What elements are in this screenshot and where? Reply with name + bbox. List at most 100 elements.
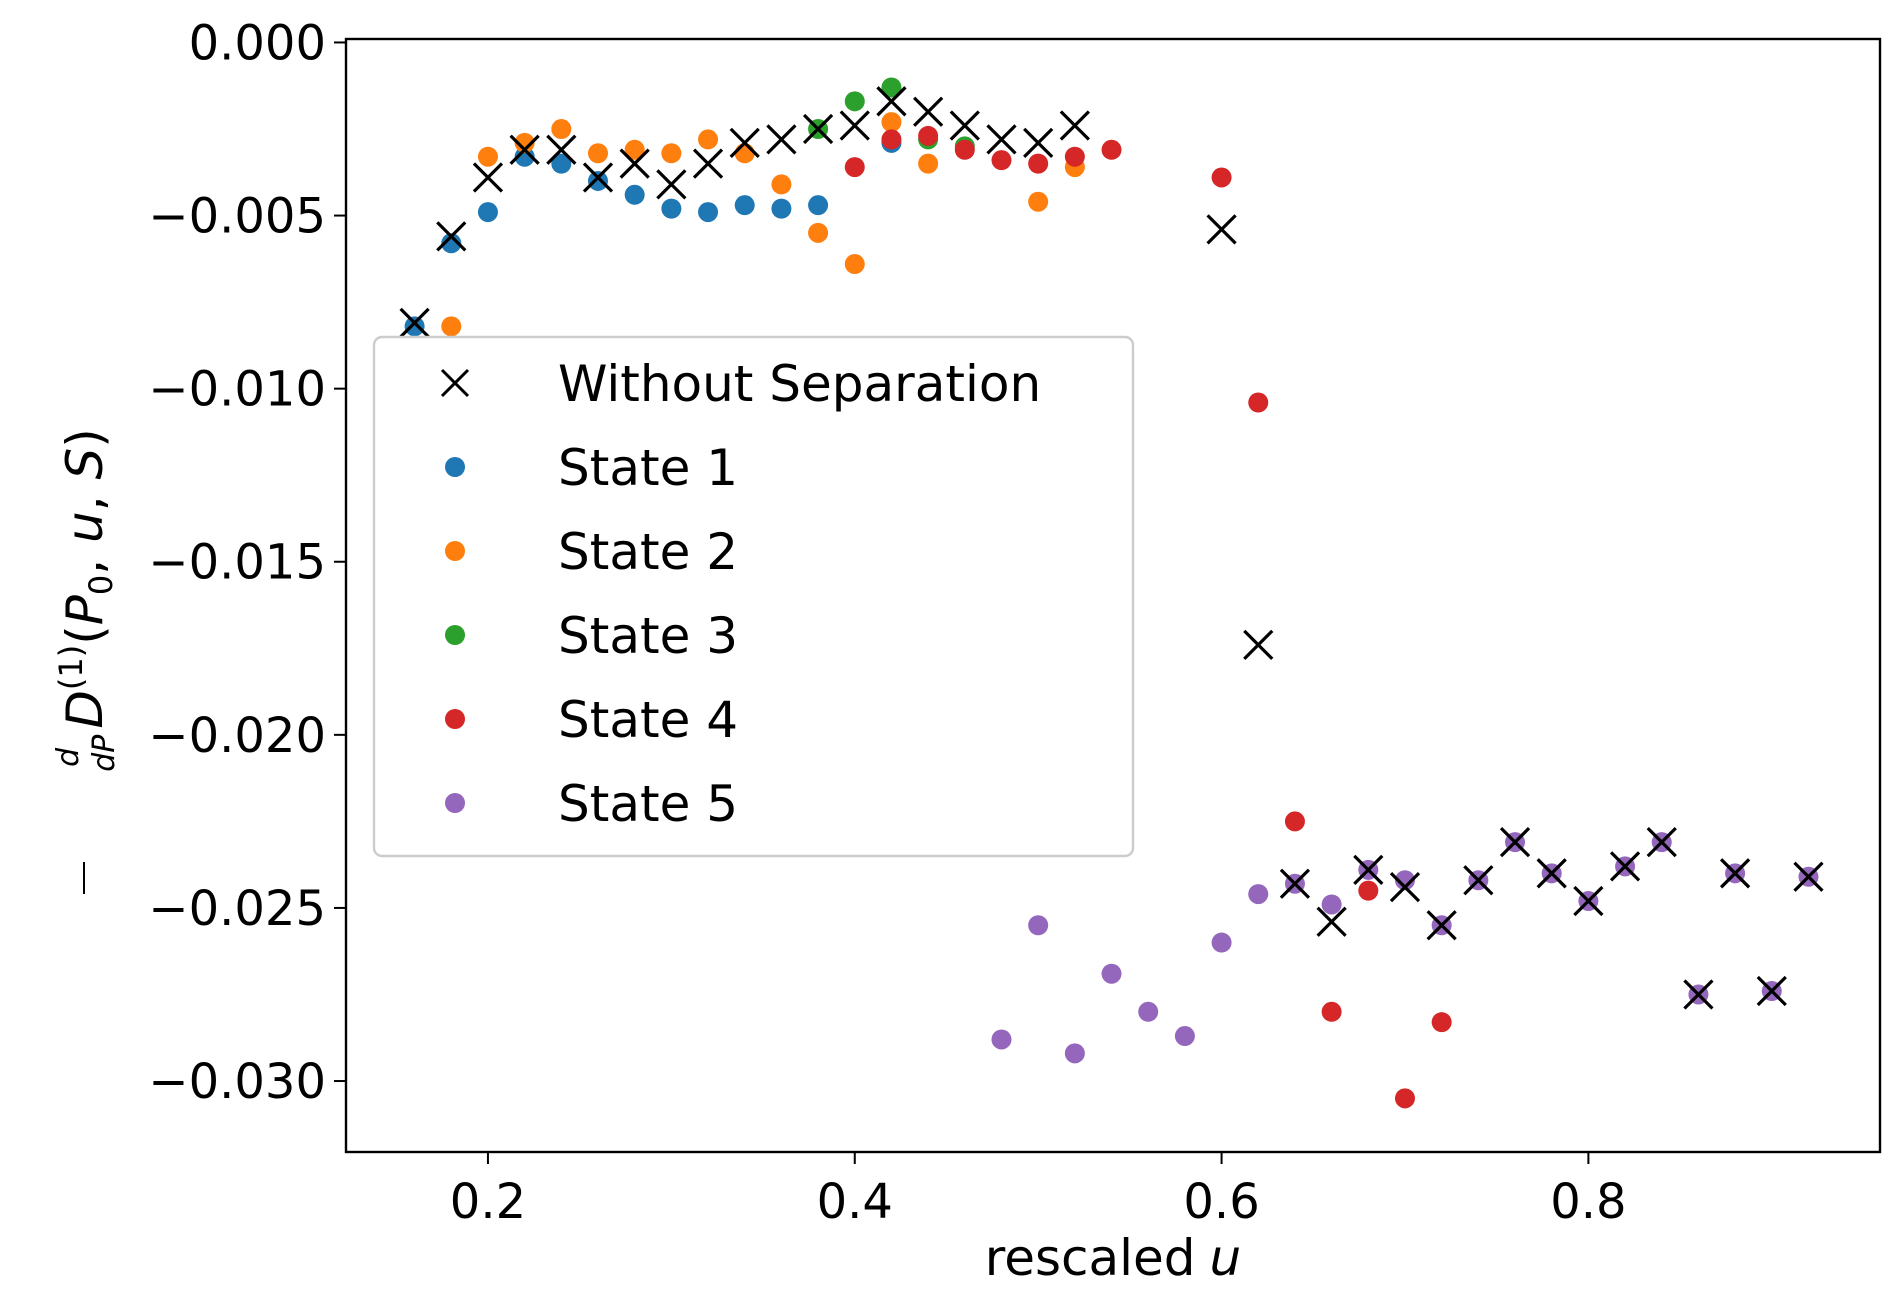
legend-item-state-4: State 4	[445, 691, 738, 749]
data-point-state-1	[808, 195, 829, 216]
data-point-without-separation	[1059, 110, 1090, 141]
y-tick-label: 0.000	[189, 15, 326, 71]
data-point-state-4	[1101, 139, 1122, 160]
data-point-without-separation	[949, 110, 980, 141]
data-point-state-2	[844, 254, 865, 275]
data-point-state-5	[991, 1029, 1012, 1050]
data-point-without-separation	[986, 124, 1017, 155]
data-point-state-2	[624, 139, 645, 160]
x-axis-label-variable: u	[1210, 1229, 1242, 1287]
data-point-state-2	[661, 143, 682, 164]
data-point-state-3	[881, 77, 902, 98]
data-point-state-5	[1321, 894, 1342, 915]
data-point-without-separation	[1499, 827, 1531, 858]
data-point-state-1	[698, 202, 719, 223]
legend-marker-dot-icon	[445, 457, 465, 477]
legend-item-state-5: State 5	[445, 775, 738, 833]
x-axis-label-text: rescaled	[985, 1229, 1196, 1287]
legend-item-state-3: State 3	[445, 607, 738, 665]
data-point-without-separation	[729, 127, 760, 158]
data-point-without-separation	[1793, 861, 1824, 892]
data-point-state-4	[1248, 392, 1269, 413]
legend-marker-dot-icon	[445, 625, 465, 645]
data-point-state-2	[734, 143, 755, 164]
data-point-state-1	[477, 202, 498, 223]
data-point-without-separation	[1609, 851, 1641, 882]
legend-marker-dot-icon	[445, 793, 465, 813]
data-point-state-4	[844, 157, 865, 178]
data-point-state-1	[624, 184, 645, 205]
data-point-without-separation	[912, 96, 944, 127]
data-point-without-separation	[1389, 872, 1421, 903]
data-point-state-2	[881, 112, 902, 133]
data-point-without-separation	[692, 148, 724, 179]
data-point-state-2	[808, 222, 829, 243]
legend-label: State 1	[558, 439, 738, 497]
data-marks	[399, 77, 1824, 1109]
y-axis: 0.000 −0.005 −0.010 −0.015 −0.020 −0.025 −0.03…	[148, 15, 346, 1110]
data-point-without-separation	[472, 162, 504, 193]
data-point-state-5	[1248, 884, 1269, 905]
y-axis-label: ddPD(1)(P0, u, S)	[51, 428, 122, 894]
data-point-without-separation	[582, 162, 614, 193]
data-point-without-separation	[1023, 127, 1054, 158]
y-tick-label: −0.015	[148, 535, 326, 591]
data-point-without-separation	[1463, 865, 1494, 896]
data-point-state-5	[1174, 1026, 1195, 1047]
data-point-state-4	[1064, 146, 1085, 167]
series-without-separation	[399, 86, 1824, 1010]
data-point-without-separation	[1316, 906, 1347, 937]
data-point-without-separation	[619, 148, 650, 179]
data-point-state-1	[734, 195, 755, 216]
data-point-without-separation	[1683, 979, 1714, 1010]
data-point-state-5	[1101, 963, 1122, 984]
series-state-4	[844, 125, 1452, 1109]
data-point-without-separation	[656, 169, 687, 200]
legend-item-without-separation: Without Separation	[440, 355, 1041, 413]
data-point-state-4	[1321, 1001, 1342, 1022]
data-point-without-separation	[802, 113, 834, 145]
data-point-without-separation	[1646, 827, 1677, 858]
data-point-state-4	[954, 139, 975, 160]
x-axis: 0.2 0.4 0.6 0.8	[450, 1152, 1627, 1230]
data-point-state-4	[991, 150, 1012, 171]
legend: Without Separation State 1 State 2 State 3 S…	[372, 335, 1135, 858]
data-point-state-4	[1028, 153, 1049, 174]
legend-label: State 5	[558, 775, 738, 833]
y-tick-label: −0.020	[148, 708, 326, 764]
y-axis-label-text: ddPD(1)(P0, u, S)	[51, 428, 122, 772]
series-state-1	[404, 132, 902, 337]
data-point-without-separation	[1353, 854, 1384, 885]
data-point-state-4	[881, 129, 902, 150]
series-state-2	[441, 112, 1085, 337]
legend-frame	[372, 335, 1135, 858]
data-point-state-1	[661, 198, 682, 219]
legend-label: Without Separation	[558, 355, 1041, 413]
legend-label: State 3	[558, 607, 738, 665]
legend-label: State 4	[558, 691, 738, 749]
axes-frame	[344, 37, 1882, 1154]
data-point-state-5	[1211, 932, 1232, 953]
x-tick-label: 0.4	[817, 1174, 893, 1230]
data-point-state-2	[477, 146, 498, 167]
data-point-state-5	[1138, 1001, 1159, 1022]
data-point-state-4	[1211, 167, 1232, 188]
legend-item-state-1: State 1	[445, 439, 738, 497]
y-tick-label: −0.005	[148, 189, 326, 245]
legend-marker-x-icon	[440, 368, 470, 398]
data-point-without-separation	[1206, 214, 1237, 245]
data-point-state-2	[551, 119, 572, 140]
y-tick-label: −0.010	[148, 362, 326, 418]
data-point-state-4	[1284, 811, 1305, 832]
data-point-without-separation	[509, 134, 540, 165]
data-point-state-4	[1394, 1088, 1415, 1109]
legend-item-state-2: State 2	[445, 523, 738, 581]
legend-marker-dot-icon	[445, 541, 465, 561]
data-point-state-4	[1358, 880, 1379, 901]
data-point-state-2	[918, 153, 939, 174]
data-point-without-separation	[1243, 629, 1274, 660]
data-point-state-1	[514, 146, 535, 167]
data-point-without-separation	[839, 110, 870, 141]
data-point-without-separation	[1536, 858, 1567, 889]
